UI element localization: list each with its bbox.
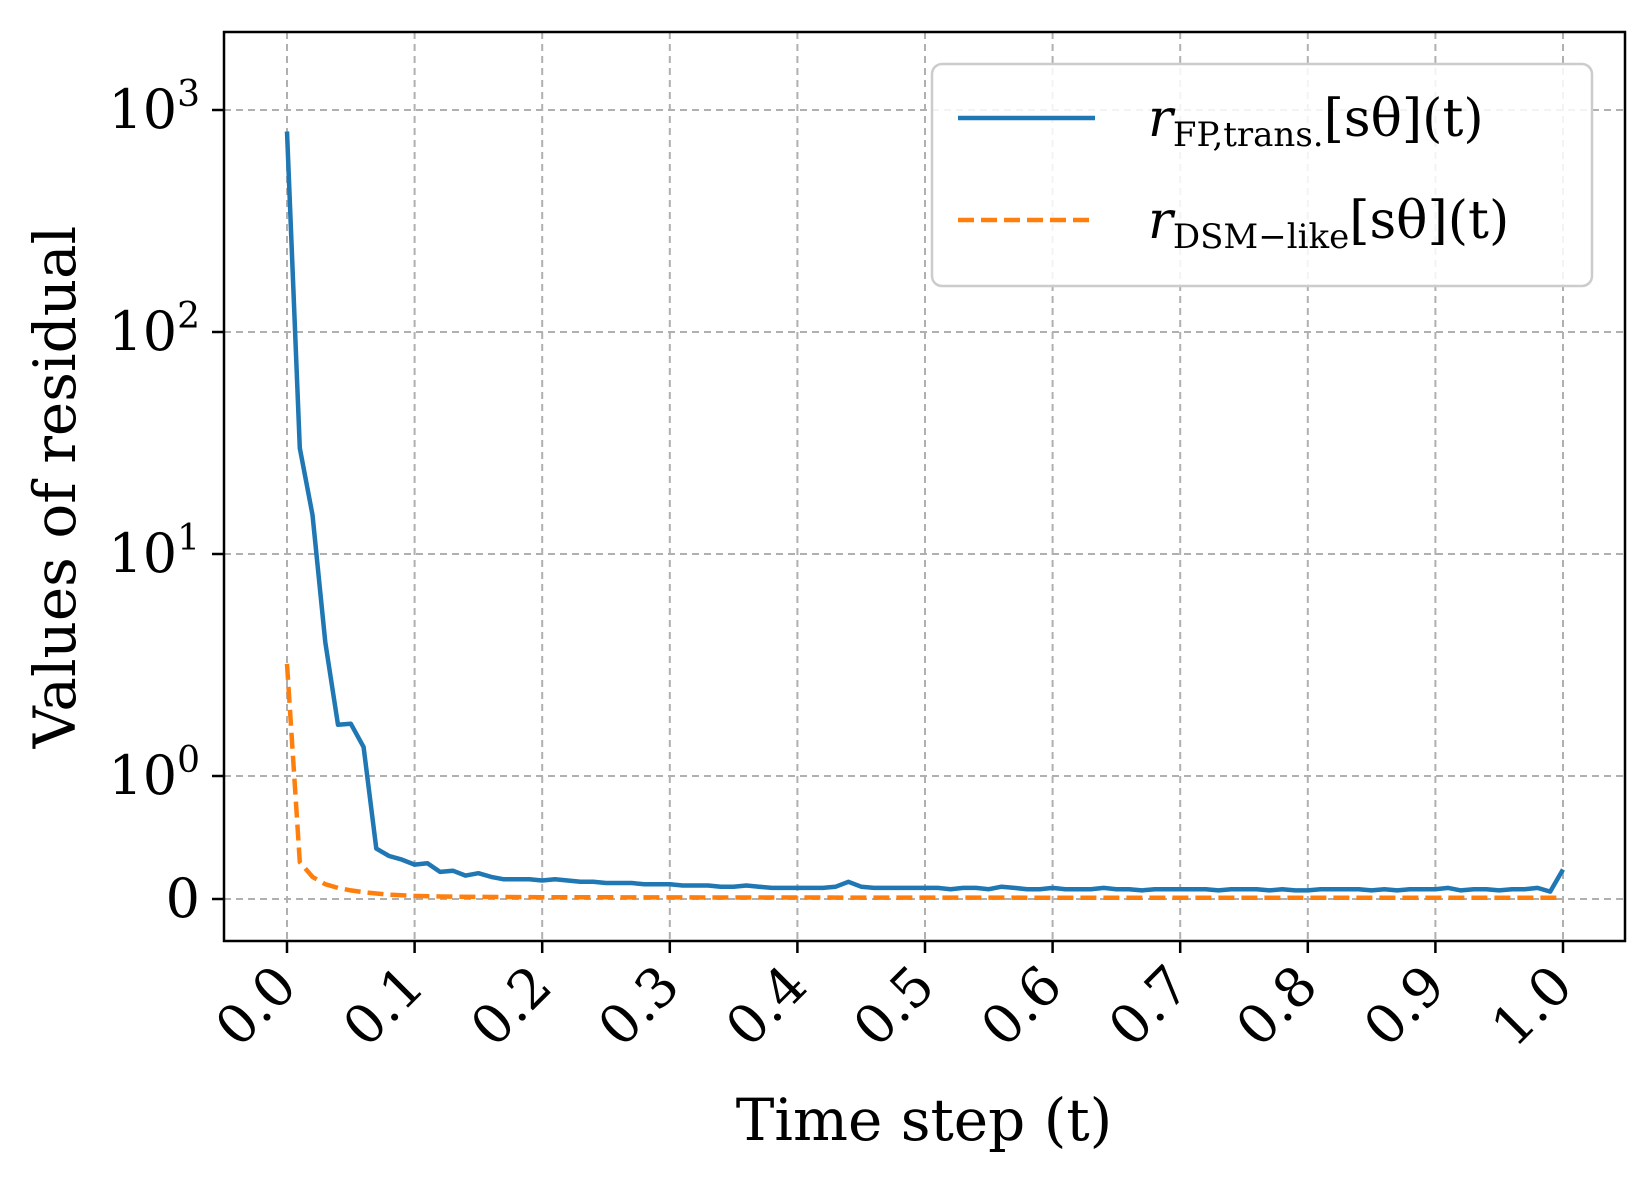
y-tick-base: 0: [166, 867, 200, 930]
y-tick-exponent: 0: [177, 740, 200, 781]
y-tick-exponent: 2: [177, 296, 200, 337]
series-line-dsm-like: [284, 663, 1563, 901]
y-tick-base: 10: [108, 300, 177, 363]
y-tick-exponent: 1: [177, 518, 200, 559]
y-tick-label: 101: [108, 518, 200, 585]
y-tick-label: 0: [166, 867, 200, 930]
grid: [224, 32, 1625, 941]
series-line-fp-trans: [284, 131, 1565, 894]
y-axis-label: Values of residual: [21, 226, 89, 749]
legend: rFP,trans.[sθ](t) rDSM−like[sθ](t): [930, 62, 1594, 288]
y-tick-base: 10: [108, 522, 177, 585]
legend-label-dsm: rDSM−like[sθ](t): [1148, 191, 1509, 257]
y-tick-label: 102: [108, 296, 200, 363]
y-tick-label: 100: [108, 740, 200, 807]
y-tick-exponent: 3: [177, 74, 200, 115]
series-lines: [284, 131, 1565, 901]
legend-label-fp: rFP,trans.[sθ](t): [1148, 89, 1484, 155]
x-axis-label: Time step (t): [736, 1086, 1113, 1154]
legend-box: [930, 62, 1594, 288]
y-tick-label: 103: [108, 74, 200, 141]
y-tick-base: 10: [108, 744, 177, 807]
y-tick-base: 10: [108, 78, 177, 141]
